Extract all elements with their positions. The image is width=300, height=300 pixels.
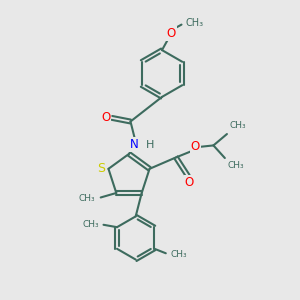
Text: CH₃: CH₃	[82, 220, 99, 229]
Text: CH₃: CH₃	[79, 194, 95, 203]
Text: CH₃: CH₃	[186, 18, 204, 28]
Text: H: H	[146, 140, 154, 150]
Text: CH₃: CH₃	[228, 161, 244, 170]
Text: O: O	[191, 140, 200, 153]
Text: S: S	[97, 162, 105, 175]
Text: CH₃: CH₃	[170, 250, 187, 259]
Text: O: O	[185, 176, 194, 189]
Text: O: O	[167, 27, 176, 40]
Text: N: N	[130, 138, 139, 151]
Text: O: O	[101, 111, 110, 124]
Text: CH₃: CH₃	[229, 121, 246, 130]
